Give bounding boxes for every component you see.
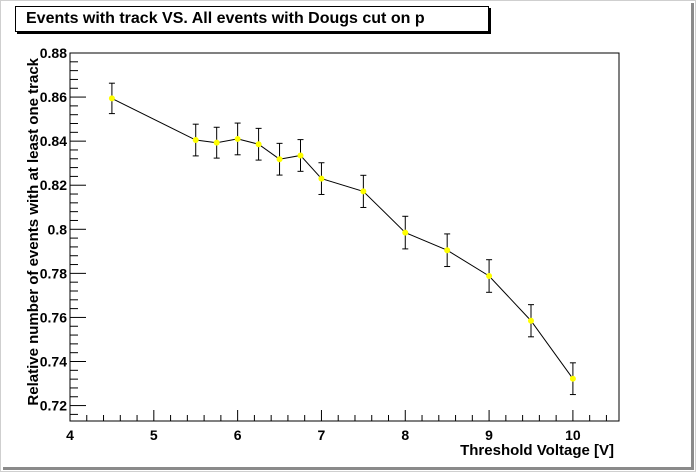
x-tick-label: 8 [401,427,409,443]
y-axis-title: Relative number of events with at least … [25,57,42,405]
y-tick-label: 0.78 [40,265,67,281]
data-point [527,317,534,324]
y-tick-label: 0.76 [40,309,67,325]
data-point [360,188,367,195]
data-point [402,229,409,236]
data-point [486,273,493,280]
x-tick-label: 10 [565,427,581,443]
y-tick-label: 0.72 [40,398,67,414]
y-tick-label: 0.88 [40,45,67,61]
plot-frame [69,52,620,422]
y-tick-label: 0.74 [40,354,67,370]
data-point [192,137,199,144]
y-tick-label: 0.86 [40,89,67,105]
data-point [234,135,241,142]
data-point [213,139,220,146]
y-tick-label: 0.84 [40,133,67,149]
chart-title: Events with track VS. All events with Do… [15,6,489,32]
x-axis-title: Threshold Voltage [V] [460,442,614,459]
data-point [569,375,576,382]
y-tick-label: 0.8 [48,221,68,237]
canvas-shadow-bottom [3,467,694,470]
x-tick-label: 4 [66,427,74,443]
axes: 4 5 6 7 8 9 10 0.72 0.74 0.76 0.78 0.8 0.82 0.84 0.86 0… [40,45,607,443]
x-tick-label: 9 [485,427,493,443]
data-point [297,152,304,159]
y-tick-label: 0.82 [40,177,67,193]
data-point [318,175,325,182]
canvas-shadow-right [691,3,694,470]
series-line [111,97,574,379]
data-point [444,247,451,254]
data-marks [108,82,576,396]
x-tick-label: 7 [318,427,326,443]
data-point [108,95,115,102]
data-point [276,156,283,163]
x-tick-label: 6 [234,427,242,443]
data-point [255,141,262,148]
x-tick-label: 5 [150,427,158,443]
